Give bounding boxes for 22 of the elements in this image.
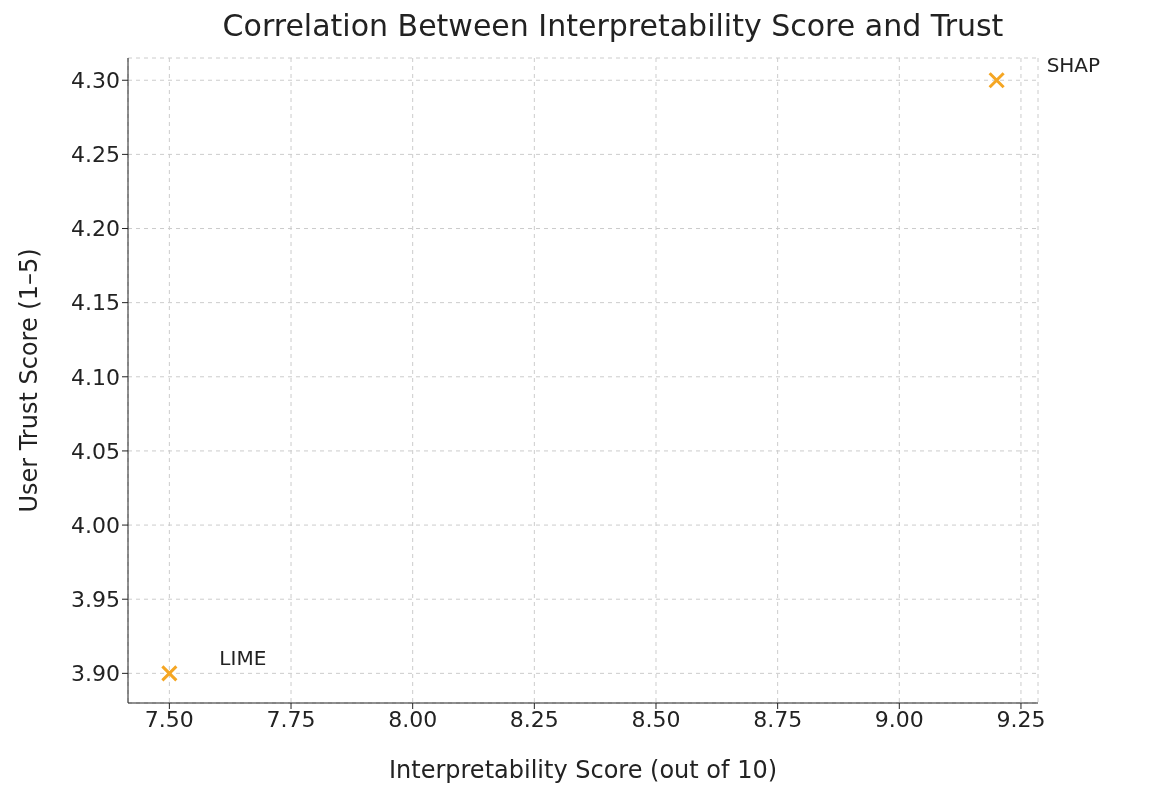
y-tick-label: 4.05: [71, 438, 120, 464]
y-tick-label: 4.15: [71, 290, 120, 316]
y-tick-label: 4.10: [71, 364, 120, 390]
y-tick-label: 4.25: [71, 142, 120, 168]
annotation: SHAP: [1046, 53, 1101, 78]
x-tick-label: 7.75: [266, 706, 316, 732]
x-tick-label: 8.25: [509, 706, 559, 732]
x-tick-label: 9.25: [996, 706, 1046, 732]
y-tick-label: 3.90: [71, 661, 120, 687]
y-tick-label: 3.95: [71, 587, 120, 613]
annotation: LIME: [219, 646, 267, 671]
x-tick-label: 9.00: [874, 706, 924, 732]
y-tick-label: 4.00: [71, 512, 120, 538]
y-tick-label: 4.30: [71, 68, 120, 94]
chart-title: Correlation Between Interpretability Score and Trust: [221, 8, 1005, 45]
x-tick-label: 8.50: [631, 706, 681, 732]
x-tick-label: 8.00: [388, 706, 438, 732]
x-tick-label: 8.75: [753, 706, 803, 732]
x-tick-label: 7.50: [144, 706, 194, 732]
y-tick-label: 4.20: [71, 216, 120, 242]
y-axis-title: User Trust Score (1–5): [14, 248, 43, 513]
x-axis-title: Interpretability Score (out of 10): [388, 756, 778, 784]
